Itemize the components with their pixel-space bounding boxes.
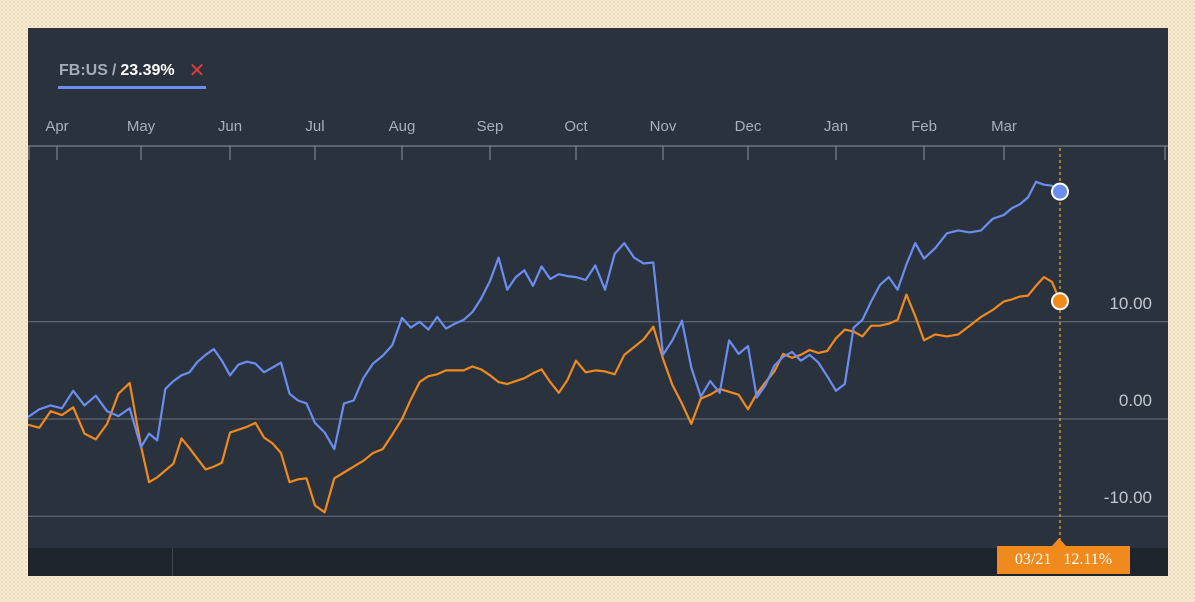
x-tick-label: Nov xyxy=(650,118,677,135)
navigator-divider xyxy=(172,548,173,576)
comparison-series-end-marker[interactable] xyxy=(1051,292,1069,311)
cursor-date-flag: 03/21 12.11% xyxy=(997,546,1130,574)
cursor-value: 12.11% xyxy=(1063,551,1113,568)
x-tick-label: Aug xyxy=(389,118,416,135)
y-tick-label: 0.00 xyxy=(1119,391,1152,410)
x-tick-label: Sep xyxy=(477,118,504,135)
x-tick-label: Feb xyxy=(911,118,937,135)
y-tick-label: 10.00 xyxy=(1109,294,1152,313)
x-tick-label: Dec xyxy=(735,118,762,135)
primary-series-end-marker[interactable] xyxy=(1051,182,1069,201)
x-tick-label: Oct xyxy=(564,118,588,135)
comparison-series-line[interactable] xyxy=(28,276,1062,514)
chart-canvas[interactable]: Apr May Jun Jul Aug Sep Oct Nov Dec Jan Feb Mar 10.0… xyxy=(28,28,1168,548)
x-tick-label: Jan xyxy=(824,118,848,135)
cursor-date: 03/21 xyxy=(1014,551,1052,568)
x-tick-label: Apr xyxy=(45,118,68,135)
legend-ticker: FB:US xyxy=(59,62,108,79)
primary-series-line[interactable] xyxy=(28,180,1061,451)
legend-separator: / xyxy=(111,62,117,79)
x-tick-label: Jul xyxy=(305,118,324,135)
x-tick-label: May xyxy=(127,118,156,135)
legend-change-value: 23.39% xyxy=(120,62,175,79)
x-tick-label: Jun xyxy=(218,118,242,135)
time-navigator-bar[interactable] xyxy=(28,548,1168,576)
x-tick-label: Mar xyxy=(991,118,1017,135)
cursor-flag-arrow-icon xyxy=(1052,538,1066,546)
y-tick-label: -10.00 xyxy=(1104,488,1152,507)
close-icon[interactable]: ✕ xyxy=(188,60,206,82)
legend-chip[interactable]: FB:US / 23.39% ✕ xyxy=(58,58,207,89)
chart-panel: Apr May Jun Jul Aug Sep Oct Nov Dec Jan Feb Mar 10.0… xyxy=(28,28,1168,576)
